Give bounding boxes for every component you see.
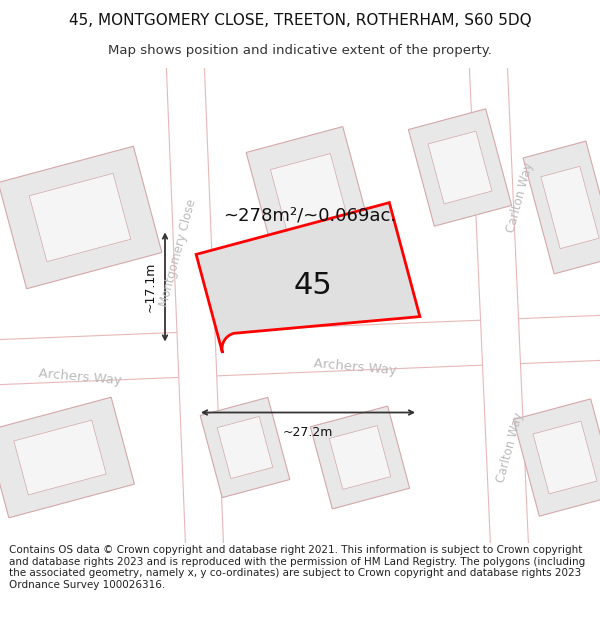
Polygon shape	[246, 127, 374, 268]
Text: Montgomery Close: Montgomery Close	[157, 198, 199, 308]
Text: Carlton Way: Carlton Way	[494, 411, 526, 484]
Polygon shape	[409, 109, 512, 226]
Text: Carlton Way: Carlton Way	[505, 161, 536, 234]
Polygon shape	[541, 166, 599, 249]
Text: ~27.2m: ~27.2m	[283, 426, 333, 439]
Text: Contains OS data © Crown copyright and database right 2021. This information is : Contains OS data © Crown copyright and d…	[9, 545, 585, 590]
Polygon shape	[29, 173, 131, 262]
Polygon shape	[0, 398, 134, 518]
Text: Archers Way: Archers Way	[38, 368, 122, 388]
Polygon shape	[523, 141, 600, 274]
Text: 45: 45	[293, 271, 332, 300]
Text: Archers Way: Archers Way	[313, 357, 397, 377]
Polygon shape	[14, 420, 106, 495]
Text: ~278m²/~0.069ac.: ~278m²/~0.069ac.	[223, 206, 397, 224]
Polygon shape	[533, 421, 597, 494]
Polygon shape	[428, 131, 492, 204]
Polygon shape	[200, 398, 290, 498]
Polygon shape	[166, 57, 224, 558]
Polygon shape	[196, 202, 420, 353]
Polygon shape	[310, 406, 410, 509]
Polygon shape	[271, 154, 350, 241]
Text: 45, MONTGOMERY CLOSE, TREETON, ROTHERHAM, S60 5DQ: 45, MONTGOMERY CLOSE, TREETON, ROTHERHAM…	[68, 12, 532, 28]
Polygon shape	[469, 57, 529, 558]
Polygon shape	[0, 315, 600, 385]
Polygon shape	[217, 416, 273, 479]
Text: ~17.1m: ~17.1m	[144, 262, 157, 312]
Polygon shape	[514, 399, 600, 516]
Polygon shape	[0, 146, 162, 289]
Text: Map shows position and indicative extent of the property.: Map shows position and indicative extent…	[108, 44, 492, 57]
Polygon shape	[329, 426, 391, 489]
